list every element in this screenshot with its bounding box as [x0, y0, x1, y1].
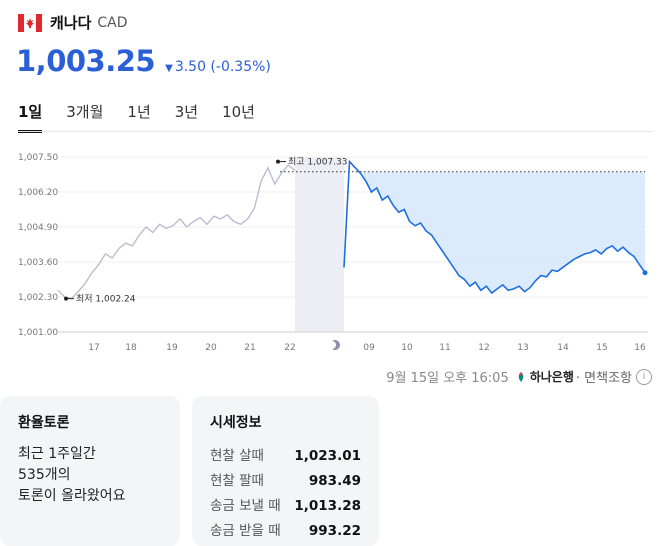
- down-arrow-icon: ▼: [165, 63, 173, 74]
- x-tick-label: 21: [244, 343, 255, 353]
- quote-label: 송금 보낼 때: [210, 498, 281, 514]
- forum-line-2: 535개의: [18, 467, 71, 483]
- timestamp-row: 9월 15일 오후 16:05 하나은행 · 면책조항 i: [386, 367, 652, 386]
- tab-divider: [18, 131, 652, 132]
- quotes-card: 시세정보 현찰 살때 1,023.01 현찰 팔때 983.49 송금 보낼 때…: [192, 396, 379, 546]
- currency-code: CAD: [97, 14, 128, 31]
- quote-label: 현찰 살때: [210, 448, 264, 464]
- source-bank-name: 하나은행: [529, 370, 574, 384]
- x-tick-label: 12: [478, 343, 489, 353]
- below-reference-fill: [349, 171, 645, 293]
- history-series-line: [57, 164, 296, 300]
- x-tick-label: 19: [166, 343, 178, 353]
- quote-value: 1,013.28: [294, 498, 361, 514]
- x-tick-label: 10: [401, 343, 413, 353]
- y-tick-label: 1,002.30: [18, 293, 58, 303]
- quote-value: 983.49: [308, 473, 361, 489]
- tab-1d[interactable]: 1일: [18, 101, 43, 133]
- current-price: 1,003.25: [16, 44, 156, 78]
- y-tick-label: 1,001.00: [18, 328, 58, 338]
- y-tick-label: 1,004.90: [18, 223, 58, 233]
- canada-flag-icon: [18, 13, 42, 32]
- tab-10y[interactable]: 10년: [222, 103, 255, 121]
- forum-line-3: 토론이 올라왔어요: [18, 488, 126, 504]
- forum-line-1: 최근 1주일간: [18, 446, 96, 462]
- tab-3y[interactable]: 3년: [174, 103, 199, 121]
- low-label: 최저 1,002.24: [76, 294, 136, 305]
- x-tick-label: 22: [284, 343, 295, 353]
- source-bank[interactable]: 하나은행: [515, 368, 574, 385]
- forum-card[interactable]: 환율토론 최근 1주일간 535개의 토론이 올라왔어요: [0, 396, 180, 546]
- y-tick-label: 1,007.50: [18, 153, 58, 163]
- x-tick-label: 13: [517, 343, 528, 353]
- current-point: [642, 270, 648, 276]
- country-name: 캐나다: [50, 14, 92, 32]
- y-tick-label: 1,006.20: [18, 188, 58, 198]
- high-label: 최고 1,007.33: [288, 157, 348, 168]
- quotes-title: 시세정보: [210, 415, 262, 431]
- x-tick-label: 18: [125, 343, 137, 353]
- price-change: ▼ 3.50 (-0.35%): [165, 59, 271, 75]
- x-tick-label: 15: [596, 343, 607, 353]
- quote-row: 현찰 살때 1,023.01: [210, 444, 361, 469]
- update-time: 9월 15일 오후 16:05: [386, 371, 509, 386]
- x-tick-label: 17: [88, 343, 99, 353]
- tab-1y[interactable]: 1년: [127, 103, 151, 121]
- disclaimer-link[interactable]: · 면책조항: [575, 371, 632, 386]
- quote-row: 현찰 팔때 983.49: [210, 469, 361, 494]
- quote-row: 송금 보낼 때 1,013.28: [210, 494, 361, 519]
- info-icon[interactable]: i: [636, 368, 652, 385]
- exchange-rate-chart[interactable]: 1,007.50 1,006.20 1,004.90 1,003.60 1,002.30…: [0, 140, 670, 360]
- quote-value: 1,023.01: [294, 448, 361, 464]
- forum-title: 환율토론: [18, 415, 70, 431]
- price-row: 1,003.25 ▼ 3.50 (-0.35%): [16, 44, 271, 78]
- x-tick-label: 09: [363, 343, 375, 353]
- quote-label: 현찰 팔때: [210, 473, 264, 489]
- x-tick-label: 11: [439, 343, 450, 353]
- currency-header: 캐나다 CAD: [18, 12, 128, 33]
- hana-bank-logo-icon: [515, 371, 527, 383]
- price-change-value: 3.50 (-0.35%): [174, 59, 271, 75]
- x-tick-label: 20: [205, 343, 217, 353]
- moon-icon: [332, 340, 340, 350]
- period-tabs: 1일 3개월 1년 3년 10년: [18, 101, 279, 133]
- x-tick-label: 14: [557, 343, 569, 353]
- night-shade: [295, 157, 344, 332]
- x-tick-label: 16: [634, 343, 646, 353]
- tab-3m[interactable]: 3개월: [66, 103, 104, 121]
- y-tick-label: 1,003.60: [18, 258, 58, 268]
- today-series-line: [343, 159, 646, 295]
